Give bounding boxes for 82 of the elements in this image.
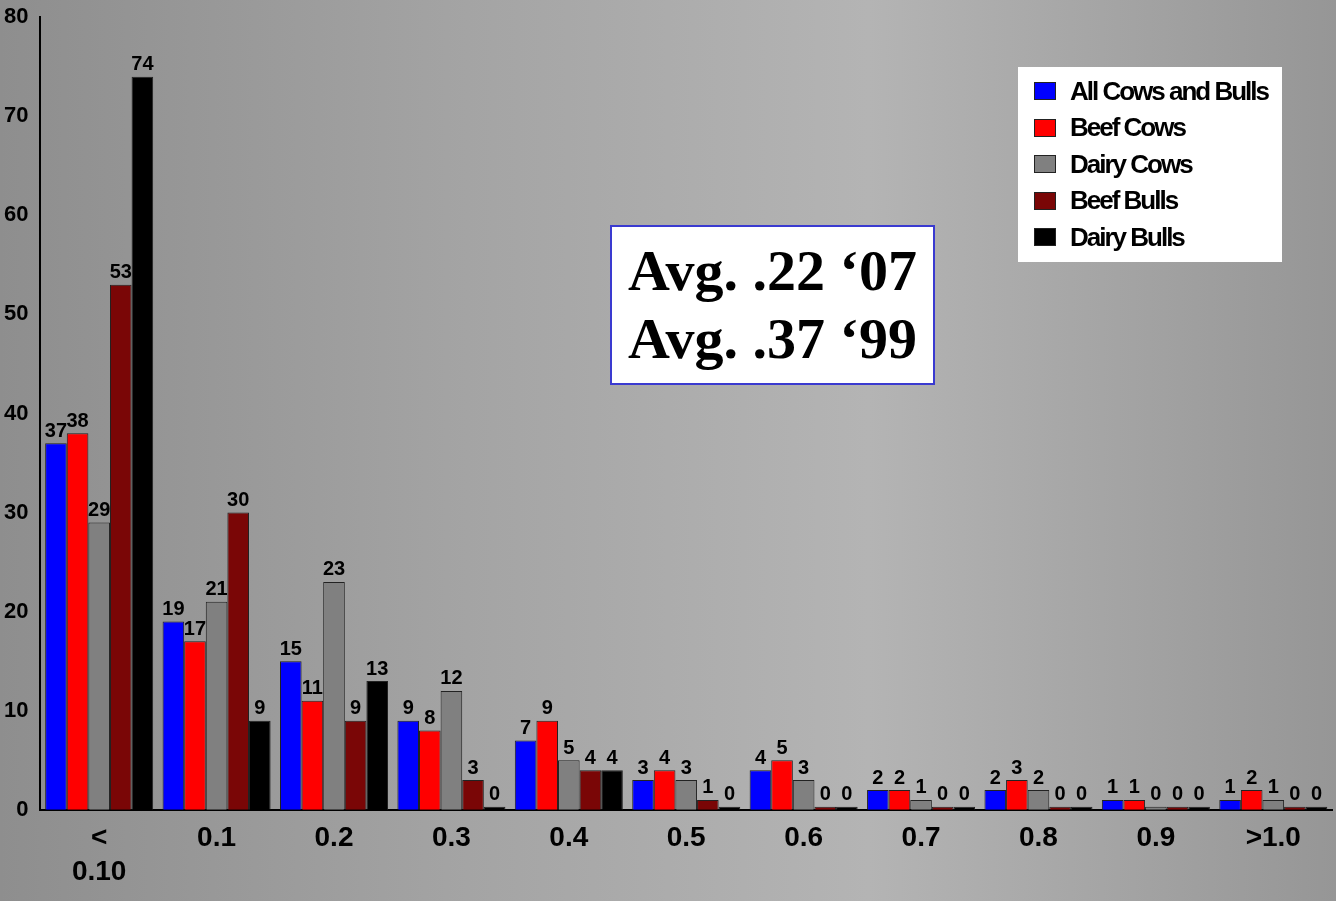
legend-label: All Cows and Bulls [1070,75,1269,107]
y-tick-label: 80 [3,3,29,29]
data-label: 11 [301,676,323,699]
data-label: 19 [162,597,185,620]
x-tick-label: 0.3 [431,821,471,853]
data-label: 1 [1128,775,1140,798]
data-label: 12 [440,666,463,689]
data-label: 1 [1107,775,1119,798]
data-label: 30 [227,488,250,511]
x-tick-label: 0.6 [784,821,824,853]
data-label: 4 [754,745,767,768]
data-label: 3 [680,755,692,778]
data-label: 2 [1246,765,1258,788]
data-label: 1 [1224,775,1236,798]
data-label: 15 [279,636,302,659]
data-label: 21 [205,577,228,600]
y-tick-label: 60 [3,201,29,227]
data-label: 74 [131,52,155,75]
y-tick-label: 40 [3,399,29,425]
data-label: 4 [584,745,597,768]
data-label: 3 [1011,755,1023,778]
data-label: 1 [915,775,927,798]
data-label: 0 [937,782,949,805]
data-label: 0 [723,782,736,805]
data-label: 17 [183,616,207,639]
data-label: 5 [776,735,788,758]
y-tick-label: 70 [3,102,29,128]
x-tick-label: 0.7 [901,821,941,853]
data-label: 2 [989,765,1001,788]
data-label: 7 [520,715,532,738]
legend-label: Dairy Cows [1070,148,1192,180]
data-label: 3 [637,755,649,778]
data-label: 4 [606,745,619,768]
data-label: 0 [489,782,501,805]
data-label: 0 [1193,782,1205,805]
data-label: 3 [467,755,479,778]
data-label: 0 [1310,782,1323,805]
data-label: 0 [1150,782,1162,805]
x-tick-label: < 0.10 [71,821,127,886]
data-label: 38 [66,408,89,431]
x-tick-label: 0.4 [549,821,589,853]
x-tick-label: 0.8 [1019,821,1058,853]
data-label: 5 [563,735,575,758]
data-label: 4 [659,745,672,768]
x-tick-label: 0.2 [314,821,354,853]
data-label: 8 [424,706,436,729]
data-label: 2 [872,765,884,788]
y-tick-label: 20 [3,597,29,623]
data-label: 1 [1267,775,1279,798]
data-label: 0 [1289,782,1301,805]
legend-label: Beef Cows [1070,112,1185,144]
x-tick-label: 0.9 [1136,821,1176,853]
data-label: 9 [350,696,362,719]
annotation: Avg. .37 ‘99 [628,305,917,373]
data-label: 37 [44,418,68,441]
y-tick-label: 30 [3,498,29,524]
data-label: 9 [541,696,553,719]
data-label: 23 [322,557,346,580]
data-label: 1 [702,775,714,798]
data-label: 0 [958,782,970,805]
data-label: 0 [841,782,853,805]
data-label: 3 [798,755,810,778]
data-label: 2 [893,765,906,788]
x-tick-label: >1.0 [1245,821,1301,853]
x-tick-label: 0.1 [197,821,237,853]
data-label: 0 [1076,782,1088,805]
data-label: 53 [109,260,132,283]
data-label: 0 [1171,782,1184,805]
y-tick-label: 50 [3,300,29,326]
x-tick-label: 0.5 [666,821,706,853]
data-label: 2 [1032,765,1045,788]
data-label: 0 [819,782,831,805]
y-tick-label: 0 [16,795,29,821]
legend-label: Beef Bulls [1070,185,1178,217]
data-label: 29 [88,498,111,520]
annotation: Avg. .22 ‘07 [628,237,917,305]
y-tick-label: 10 [3,696,29,722]
data-label: 13 [366,656,389,679]
data-label: 9 [402,696,414,719]
data-label: 0 [1054,782,1066,805]
data-label: 9 [254,696,266,719]
legend-label: Dairy Bulls [1070,221,1184,253]
